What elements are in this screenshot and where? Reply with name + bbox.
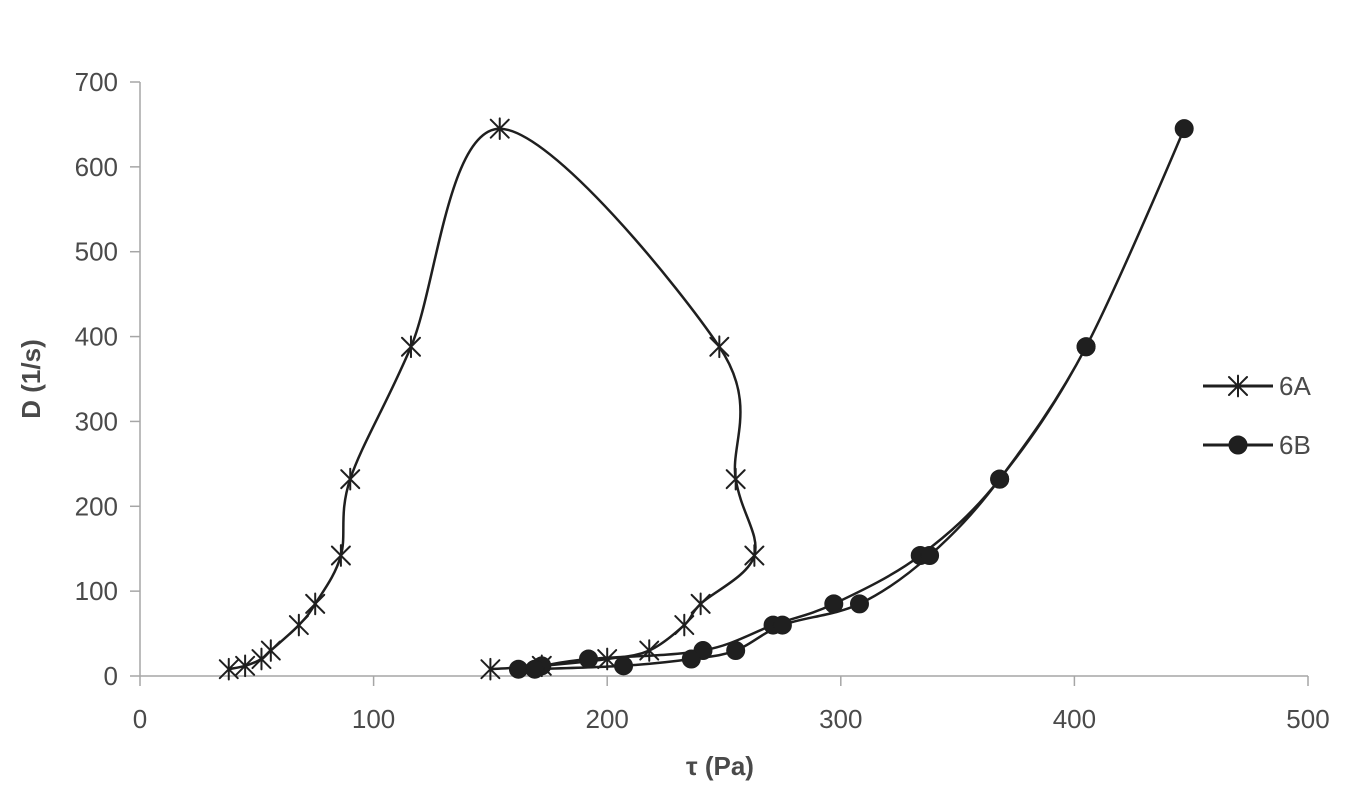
data-point (1076, 337, 1096, 357)
data-point (288, 613, 309, 637)
data-point (681, 649, 701, 669)
data-point (744, 544, 765, 567)
data-point (480, 657, 501, 681)
x-tick-label: 300 (819, 704, 862, 734)
axes: 0 100 200 300 400 500 600 700 0 100 200 300 400 500 (75, 67, 1330, 734)
data-point (400, 335, 421, 359)
legend-label: 6B (1279, 430, 1311, 460)
series-6A (218, 117, 765, 681)
x-axis-title: τ (Pa) (686, 751, 754, 781)
data-point (824, 594, 844, 614)
data-point (235, 654, 256, 678)
data-point (305, 592, 326, 616)
y-tick-label: 200 (75, 491, 118, 521)
data-point (614, 656, 634, 676)
data-point (725, 467, 746, 491)
legend-item: 6B (1203, 430, 1311, 460)
data-point (489, 117, 510, 141)
legend-marker (1228, 435, 1248, 455)
data-point (340, 467, 361, 491)
data-point (772, 615, 792, 635)
data-point (639, 639, 660, 662)
legend: 6A 6B (1203, 371, 1311, 460)
data-point (726, 641, 746, 661)
legend-marker (1228, 374, 1248, 398)
data-point (990, 469, 1010, 489)
y-axis-title: D (1/s) (16, 339, 46, 418)
y-tick-label: 700 (75, 67, 118, 97)
data-point (508, 659, 528, 679)
data-point (260, 639, 281, 662)
x-tick-label: 400 (1053, 704, 1096, 734)
data-point (579, 649, 599, 669)
data-point (690, 592, 711, 616)
x-tick-label: 0 (133, 704, 147, 734)
data-point (709, 335, 730, 359)
y-tick-label: 0 (104, 661, 118, 691)
data-point (849, 594, 869, 614)
y-tick-label: 100 (75, 576, 118, 606)
data-point (674, 613, 695, 637)
legend-label: 6A (1279, 371, 1311, 401)
y-tick-label: 500 (75, 237, 118, 267)
series-line (518, 128, 1186, 671)
data-point (1174, 119, 1194, 139)
y-tick-label: 600 (75, 152, 118, 182)
series-6B (508, 119, 1194, 679)
x-tick-label: 200 (586, 704, 629, 734)
x-tick-label: 500 (1286, 704, 1329, 734)
data-point (218, 657, 239, 681)
series-line (228, 127, 757, 671)
y-tick-label: 300 (75, 406, 118, 436)
data-point (525, 659, 545, 679)
y-tick-label: 400 (75, 322, 118, 352)
legend-item: 6A (1203, 371, 1311, 401)
x-tick-label: 100 (352, 704, 395, 734)
series-layer (218, 117, 1194, 681)
data-point (330, 544, 351, 567)
data-point (920, 546, 940, 566)
